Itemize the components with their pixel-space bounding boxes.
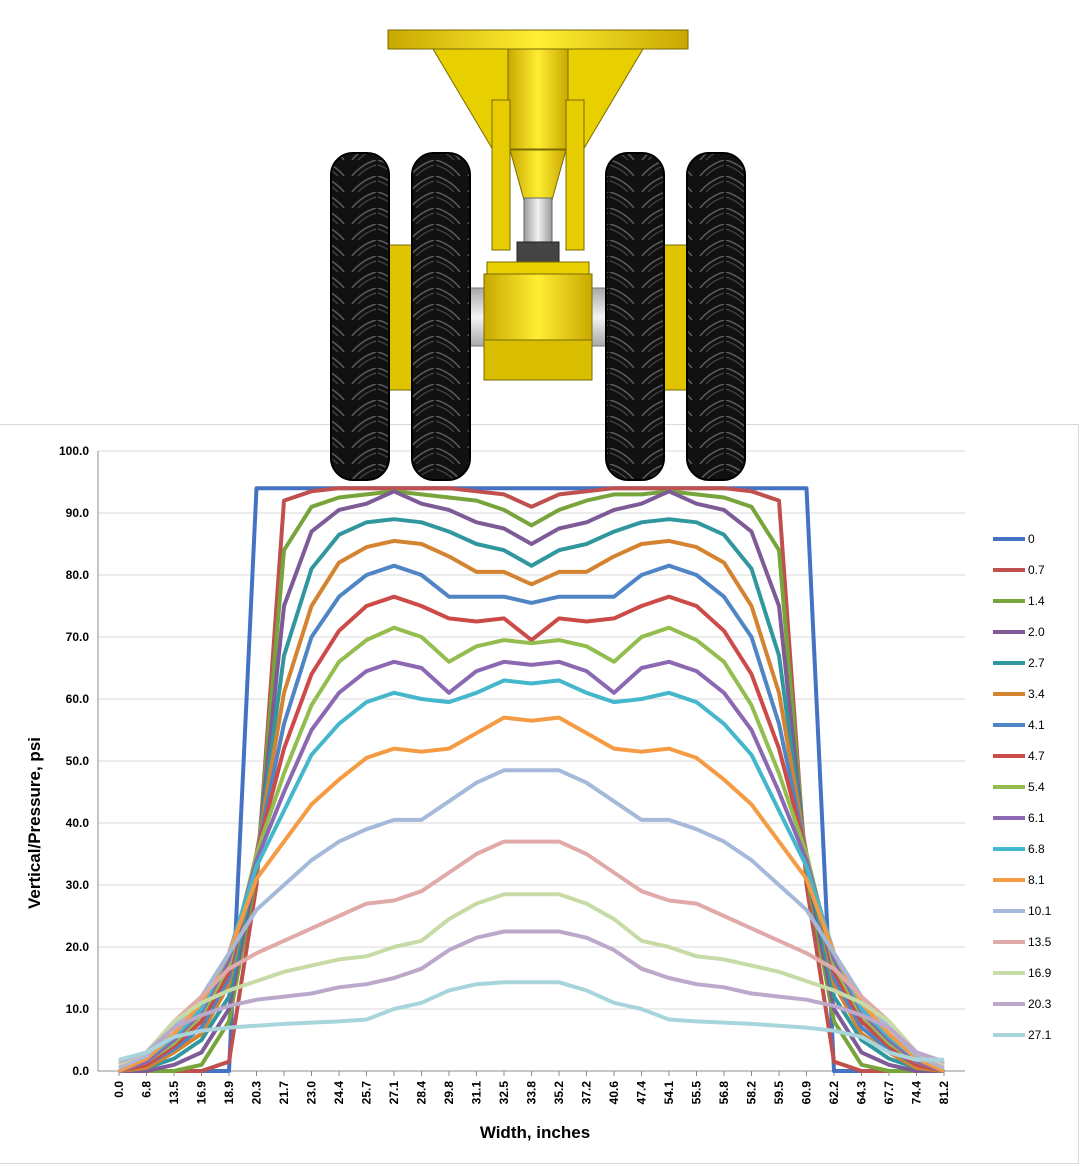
- tire-1: [330, 152, 390, 481]
- legend-label: 5.4: [1028, 780, 1045, 794]
- x-axis-title: Width, inches: [480, 1123, 590, 1142]
- legend-label: 6.1: [1028, 811, 1045, 825]
- y-axis-title: Vertical/Pressure, psi: [25, 737, 44, 909]
- legend-label: 10.1: [1028, 904, 1052, 918]
- x-tick-label: 60.9: [800, 1081, 814, 1105]
- y-tick-label: 30.0: [66, 878, 90, 892]
- y-tick-label: 70.0: [66, 630, 90, 644]
- x-tick-label: 18.9: [222, 1081, 236, 1105]
- x-tick-label: 37.2: [580, 1081, 594, 1105]
- legend-label: 4.7: [1028, 749, 1045, 763]
- x-tick-label: 40.6: [607, 1081, 621, 1105]
- x-tick-label: 6.8: [140, 1081, 154, 1098]
- y-tick-label: 60.0: [66, 692, 90, 706]
- series-line-8-1: [118, 715, 945, 1073]
- legend-label: 2.7: [1028, 656, 1045, 670]
- y-tick-label: 20.0: [66, 940, 90, 954]
- x-tick-label: 81.2: [937, 1081, 951, 1105]
- legend-label: 13.5: [1028, 935, 1052, 949]
- series-line-5-4: [118, 625, 945, 1073]
- tire-2: [411, 152, 471, 481]
- x-tick-label: 56.8: [717, 1081, 731, 1105]
- y-tick-label: 40.0: [66, 816, 90, 830]
- series-line-27-1: [118, 980, 944, 1062]
- y-tick-label: 0.0: [72, 1064, 89, 1078]
- x-tick-label: 33.8: [525, 1081, 539, 1105]
- legend-label: 0.7: [1028, 563, 1045, 577]
- legend-label: 0: [1028, 532, 1035, 546]
- series-line-0-7: [119, 486, 944, 1073]
- x-tick-label: 29.8: [442, 1081, 456, 1105]
- x-tick-label: 16.9: [195, 1081, 209, 1105]
- y-tick-label: 50.0: [66, 754, 90, 768]
- pressure-chart: 0.0 10.0 20.0 30.0 40.0 50.0 60.0 70.0 80.0 90.0 1…: [25, 444, 1052, 1142]
- x-tick-label: 67.7: [882, 1081, 896, 1105]
- landing-gear-illustration: [330, 29, 746, 481]
- x-tick-label: 0.0: [112, 1081, 126, 1098]
- legend-label: 8.1: [1028, 873, 1045, 887]
- x-tick-label: 23.0: [305, 1081, 319, 1105]
- x-tick-label: 47.4: [635, 1081, 649, 1105]
- legend-label: 4.1: [1028, 718, 1045, 732]
- legend-label: 16.9: [1028, 966, 1052, 980]
- series-line-13-5: [118, 839, 945, 1067]
- x-tick-label: 31.1: [470, 1081, 484, 1105]
- x-tick-label: 64.3: [855, 1081, 869, 1105]
- series-line-6-1: [118, 659, 945, 1073]
- legend: 0 0.7 1.4 2.0 2.7 3.4 4.1 4.7 5.4 6.1 6.8 8.1 10.1 13…: [993, 532, 1052, 1042]
- legend-label: 20.3: [1028, 997, 1052, 1011]
- x-tick-label: 25.7: [360, 1081, 374, 1105]
- x-tick-label: 74.4: [910, 1081, 924, 1105]
- series-lines: [118, 486, 945, 1073]
- legend-label: 1.4: [1028, 594, 1045, 608]
- series-line-16-9: [118, 892, 945, 1066]
- legend-label: 3.4: [1028, 687, 1045, 701]
- x-tick-label: 58.2: [745, 1081, 759, 1105]
- x-tick-label: 21.7: [277, 1081, 291, 1105]
- series-line-4-7: [118, 594, 945, 1073]
- x-axis-ticks: 0.0 6.8 13.5 16.9 18.9 20.3 21.7 23.0 24.4 25.7 27…: [112, 1071, 951, 1104]
- y-tick-label: 90.0: [66, 506, 90, 520]
- y-tick-label: 80.0: [66, 568, 90, 582]
- x-tick-label: 13.5: [167, 1081, 181, 1105]
- x-tick-label: 59.5: [772, 1081, 786, 1105]
- y-tick-label: 10.0: [66, 1002, 90, 1016]
- x-tick-label: 62.2: [827, 1081, 841, 1105]
- x-tick-label: 32.5: [497, 1081, 511, 1105]
- y-axis-ticks: 0.0 10.0 20.0 30.0 40.0 50.0 60.0 70.0 80.0 90.0 1…: [59, 444, 89, 1078]
- legend-label: 6.8: [1028, 842, 1045, 856]
- x-tick-label: 24.4: [332, 1081, 346, 1105]
- x-tick-label: 35.2: [552, 1081, 566, 1105]
- chart-frame: 0.0 10.0 20.0 30.0 40.0 50.0 60.0 70.0 80.0 90.0 1…: [0, 424, 1079, 1164]
- series-line-20-3: [118, 929, 945, 1064]
- legend-label: 27.1: [1028, 1028, 1052, 1042]
- y-tick-label: 100.0: [59, 444, 89, 458]
- tire-3: [605, 152, 665, 481]
- series-line-10-1: [118, 768, 945, 1070]
- x-tick-label: 20.3: [250, 1081, 264, 1105]
- x-tick-label: 28.4: [415, 1081, 429, 1105]
- legend-label: 2.0: [1028, 625, 1045, 639]
- x-tick-label: 54.1: [662, 1081, 676, 1105]
- x-tick-label: 27.1: [387, 1081, 401, 1105]
- series-line-6-8: [118, 678, 945, 1073]
- x-tick-label: 55.5: [690, 1081, 704, 1105]
- series-line-0: [119, 486, 944, 1073]
- tire-4: [686, 152, 746, 481]
